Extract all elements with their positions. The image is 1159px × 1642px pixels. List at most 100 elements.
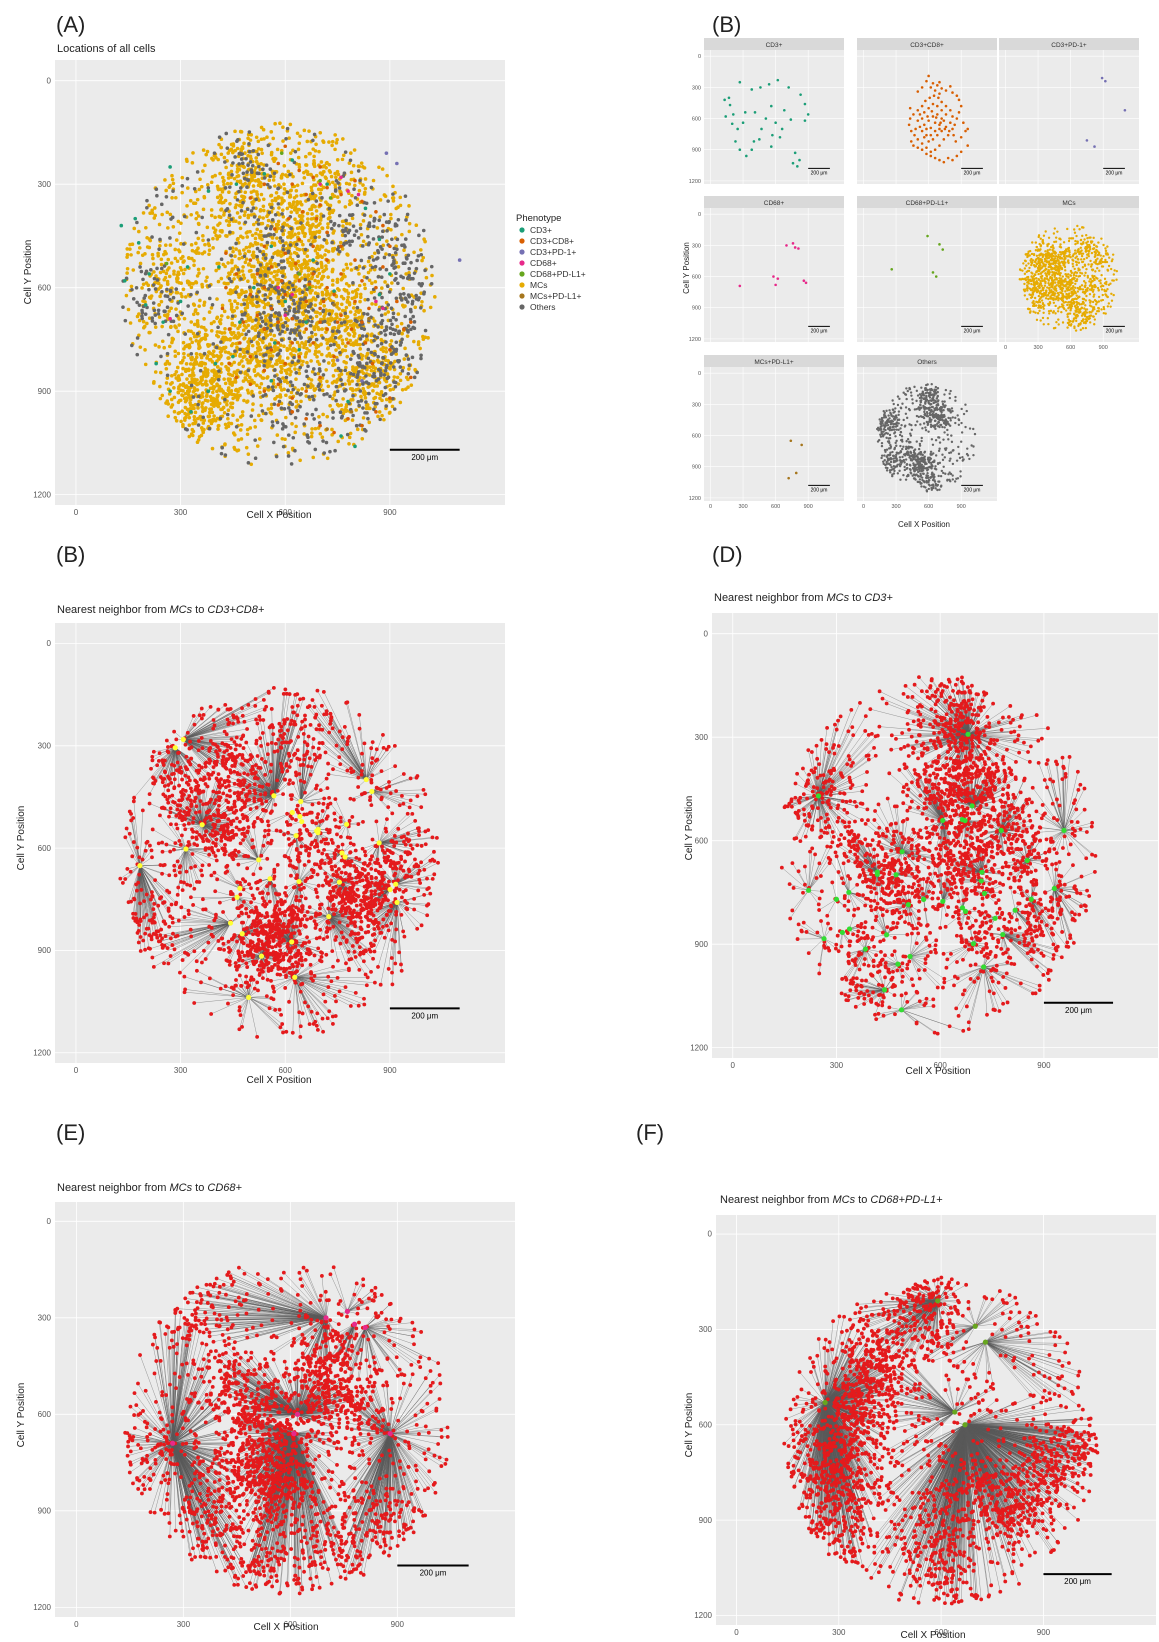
cell-point-mcs	[137, 312, 141, 316]
cell-point-others	[295, 408, 300, 413]
cell-point-mcs	[286, 450, 291, 455]
cell-point-cd3-cd8-	[325, 258, 329, 262]
cell-point-mcs	[1075, 234, 1078, 238]
cell-point-mcs	[285, 371, 289, 376]
cell-point-cd3-	[771, 133, 774, 137]
cell-point-others	[165, 373, 170, 378]
cell-point-mcs	[252, 281, 257, 285]
cell-point-cd68-pd-l1-	[307, 285, 312, 290]
cell-point-mcs	[216, 423, 221, 428]
cell-point-cd3-cd8-	[931, 115, 935, 118]
cell-point-others	[298, 301, 302, 305]
cell-point-mcs	[145, 321, 149, 326]
cell-point-mcs	[229, 401, 233, 406]
cell-point-mcs	[271, 136, 276, 141]
cell-point-cd3-cd8-	[297, 237, 301, 242]
cell-point-mcs	[1069, 309, 1072, 312]
cell-point-mcs	[328, 354, 333, 359]
cell-point-mcs	[400, 388, 405, 392]
cell-point-mcs	[204, 379, 208, 384]
cell-point-others	[147, 287, 151, 292]
cell-point-cd3-cd8-	[932, 94, 936, 98]
cell-point-mcs	[248, 375, 252, 380]
cell-point-others	[262, 359, 267, 363]
cell-point-mcs	[1094, 262, 1098, 265]
cell-point-others	[362, 213, 367, 217]
cell-point-mcs	[223, 345, 228, 350]
cell-point-others	[291, 328, 296, 333]
cell-point-cd3-cd8-	[286, 216, 291, 221]
x-tick-label: 300	[1033, 345, 1042, 351]
cell-point-mcs	[318, 191, 323, 196]
cell-point-others	[252, 215, 257, 219]
cell-point-mcs	[266, 407, 271, 411]
legend-label: CD3+CD8+	[530, 236, 574, 246]
cell-point-others	[159, 354, 163, 359]
cell-point-others	[361, 364, 365, 369]
cell-point-others	[379, 341, 384, 346]
cell-point-mcs	[303, 273, 307, 278]
cell-point-cd68-	[804, 281, 808, 285]
cell-point-others	[185, 176, 190, 181]
cell-point-others	[258, 324, 263, 328]
cell-point-others	[388, 331, 393, 336]
cell-point-mcs	[215, 195, 220, 200]
cell-point-cd3-	[217, 265, 221, 269]
cell-point-others	[238, 186, 243, 190]
cell-point-others	[399, 340, 403, 345]
cell-point-others	[257, 331, 261, 335]
cell-point-mcs	[238, 415, 243, 419]
cell-point-mcs	[160, 339, 165, 344]
cell-point-mcs	[137, 333, 141, 338]
cell-point-mcs	[345, 325, 350, 330]
cell-point-cd3-cd8-	[388, 244, 392, 249]
cell-point-mcs	[1071, 265, 1075, 268]
cell-point-mcs	[334, 175, 338, 180]
cell-point-cd3-	[783, 108, 786, 112]
legend-swatch	[519, 293, 525, 299]
cell-point-mcs	[407, 367, 411, 371]
cell-point-mcs	[240, 269, 245, 273]
cell-point-mcs	[319, 277, 324, 281]
cell-point-mcs	[358, 347, 363, 351]
cell-point-cd3-pd-1-	[395, 161, 399, 166]
cell-point-others	[338, 350, 342, 355]
cell-point-mcs	[330, 427, 334, 432]
cell-point-mcs	[143, 300, 147, 304]
cell-point-mcs	[201, 234, 205, 238]
cell-point-others	[371, 258, 376, 262]
cell-point-mcs	[362, 192, 367, 196]
cell-point-cd3-cd8-	[938, 144, 941, 147]
cell-point-mcs	[214, 333, 219, 338]
cell-point-others	[358, 389, 363, 393]
cell-point-mcs	[179, 221, 183, 226]
cell-point-others	[398, 292, 403, 297]
cell-point-cd3-cd8-	[944, 113, 948, 116]
cell-point-others	[372, 219, 376, 223]
cell-point-others	[250, 163, 255, 168]
cell-point-mcs	[289, 369, 293, 374]
scale-bar-label: 200 μm	[964, 170, 981, 176]
cell-point-cd3-cd8-	[907, 123, 911, 127]
cell-point-cd3-cd8-	[370, 361, 375, 366]
cell-point-mcs	[262, 197, 266, 202]
cell-point-mcs	[239, 302, 244, 307]
cell-point-others	[372, 296, 377, 300]
cell-point-mcs	[173, 247, 178, 252]
cell-point-others	[315, 261, 320, 266]
cell-point-mcs	[388, 383, 392, 388]
cell-point-mcs	[205, 182, 210, 187]
cell-point-cd3-	[736, 127, 739, 131]
cell-point-others	[367, 241, 372, 245]
cell-point-others	[196, 394, 201, 399]
cell-point-mcs	[311, 296, 316, 300]
cell-point-mcs	[200, 251, 205, 256]
cell-point-others	[185, 427, 189, 432]
cell-point-others	[358, 178, 362, 183]
cell-point-cd68-	[791, 242, 795, 245]
y-tick-label: 0	[47, 76, 52, 85]
cell-point-mcs	[349, 268, 354, 272]
cell-point-cd3-cd8-	[290, 182, 295, 186]
cell-point-others	[311, 138, 315, 143]
cell-point-mcs	[299, 226, 303, 231]
